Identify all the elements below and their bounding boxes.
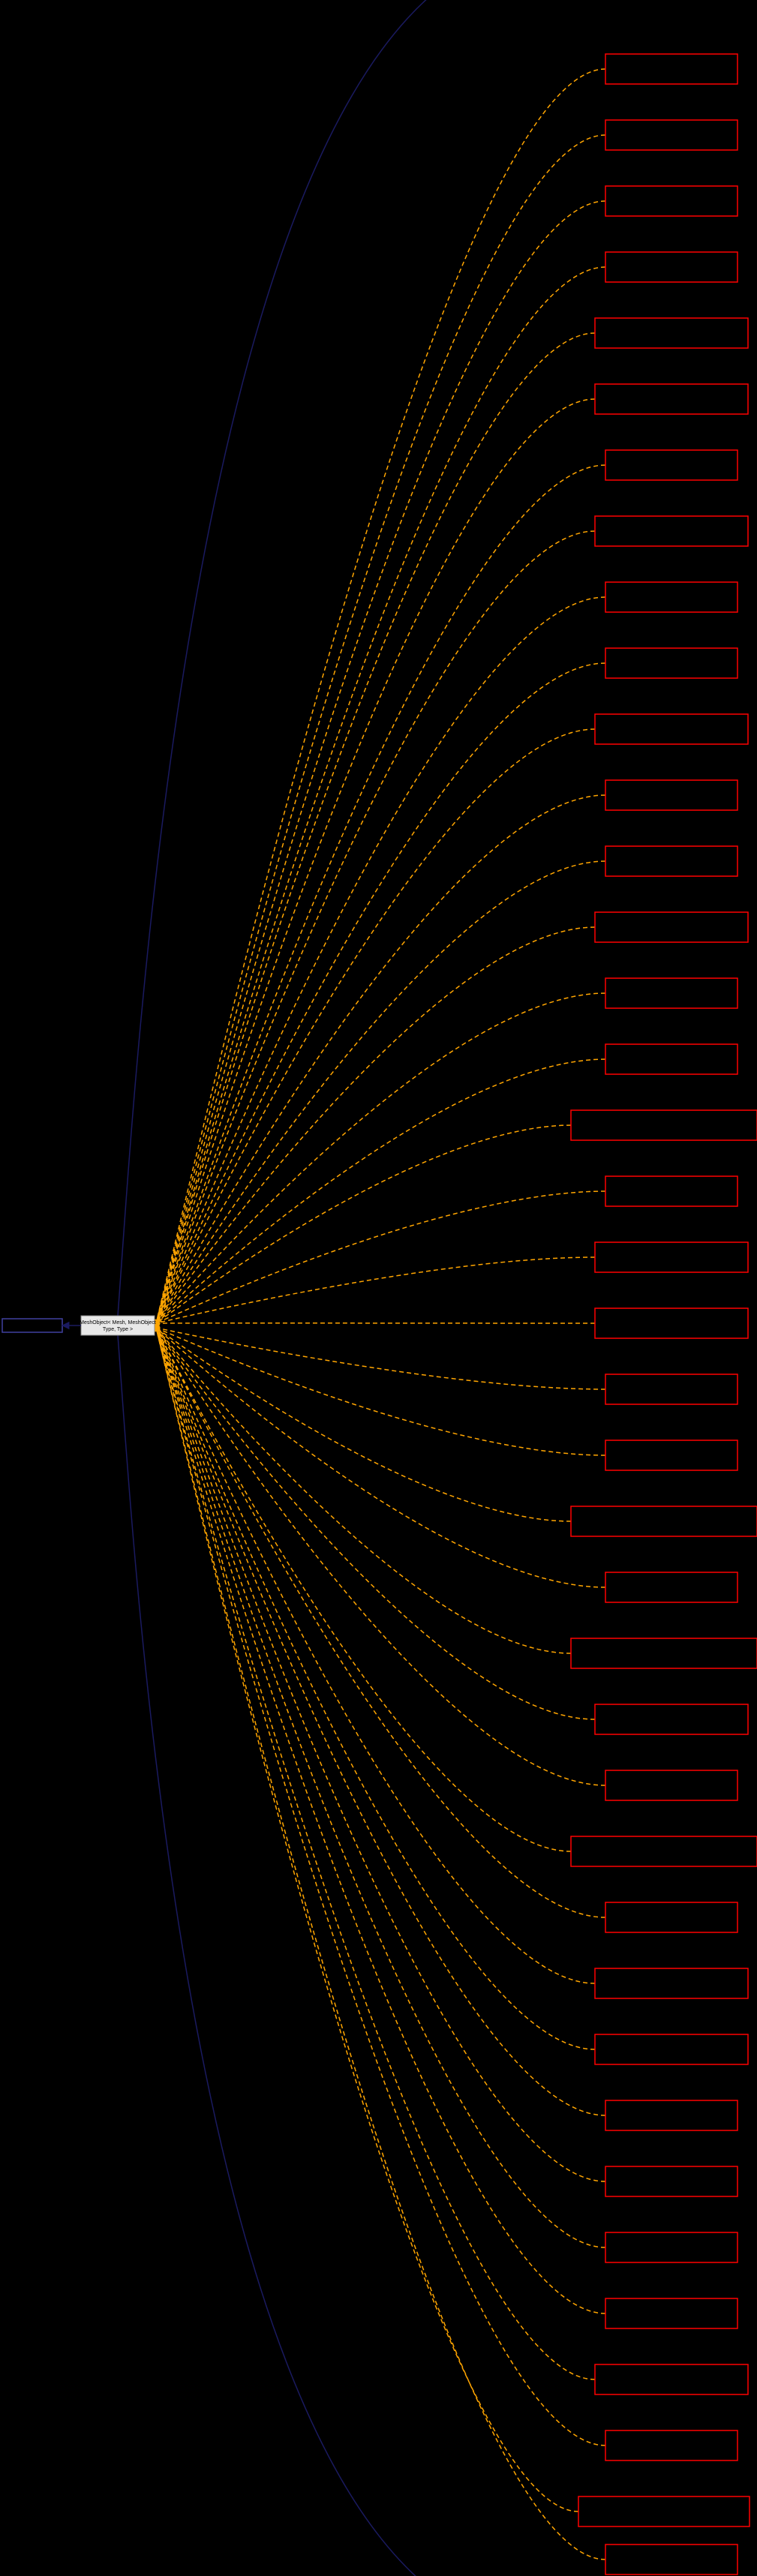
center-node-label: Type, Type > [103, 1327, 133, 1332]
center-node[interactable] [81, 1316, 155, 1335]
inheritance-graph: MeshObject< Mesh, MeshObjectType, Type > [0, 0, 757, 2576]
center-node-label: MeshObject< Mesh, MeshObject [80, 1320, 156, 1326]
